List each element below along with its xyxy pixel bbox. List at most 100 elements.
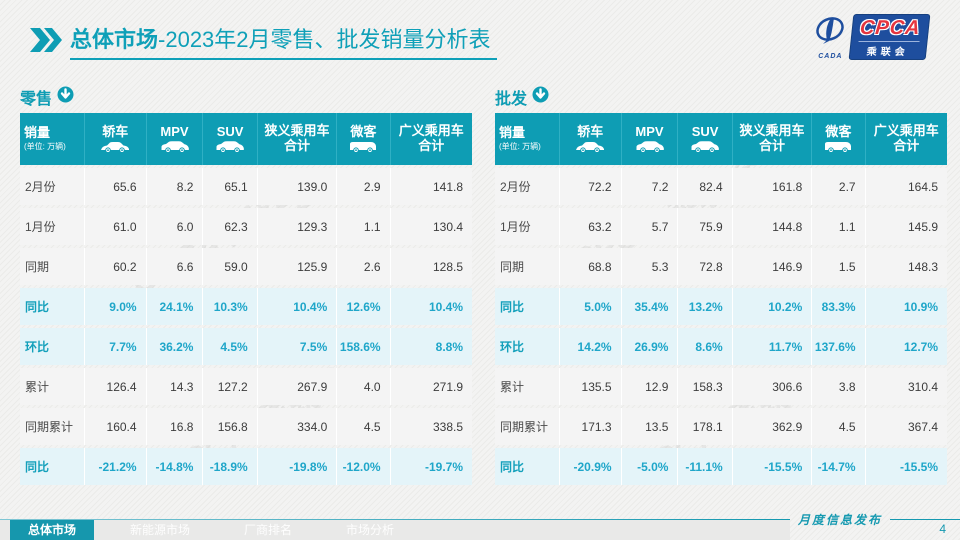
value-cell: -19.8% [257, 448, 338, 485]
suv-car-icon [691, 141, 719, 154]
value-cell: 4.5% [203, 328, 258, 365]
value-cell: 14.3 [146, 368, 204, 405]
value-cell: 12.6% [337, 288, 391, 325]
cpca-logo-chinese: 乘联会 [857, 41, 920, 58]
page-title-detail: -2023年2月零售、批发销量分析表 [158, 27, 491, 52]
column-header-微客: 微客 [812, 113, 866, 165]
footer-tab-active[interactable]: 总体市场 [10, 520, 95, 540]
value-cell: 13.5 [621, 408, 679, 445]
value-cell: -20.9% [560, 448, 622, 485]
value-cell: 135.5 [560, 368, 622, 405]
table-row: 同期累计 160.4 16.8 156.8 334.0 4.5 338.5 [20, 408, 472, 445]
row-label: 环比 [495, 328, 561, 365]
value-cell: 60.2 [85, 248, 147, 285]
cpca-logo: CADA CPCA 乘联会 [813, 14, 931, 60]
value-cell: -5.0% [621, 448, 679, 485]
tables-region: 零售 销量 (单位: 万辆) 轿车 MPV SUV 狭义乘用车 合计 微客 广义乘用车 合计 2月份… [20, 86, 947, 488]
value-cell: 24.1% [146, 288, 204, 325]
value-cell: 13.2% [678, 288, 733, 325]
value-cell: 61.0 [85, 208, 147, 245]
value-cell: 125.9 [257, 248, 338, 285]
circle-down-arrow-icon [532, 86, 549, 108]
column-header-suv: SUV [203, 113, 258, 165]
value-cell: 1.5 [812, 248, 866, 285]
value-cell: -14.8% [146, 448, 204, 485]
row-label: 累计 [20, 368, 86, 405]
mpv-car-icon [636, 141, 664, 154]
value-cell: 3.8 [812, 368, 866, 405]
column-header-sales-unit: 销量 (单位: 万辆) [20, 113, 86, 165]
value-cell: 148.3 [865, 248, 947, 285]
circle-down-arrow-icon [57, 86, 74, 108]
table-row: 同期 60.2 6.6 59.0 125.9 2.6 128.5 [20, 248, 472, 285]
value-cell: 141.8 [390, 168, 472, 205]
table-row: 同比 5.0% 35.4% 13.2% 10.2% 83.3% 10.9% [495, 288, 947, 325]
value-cell: 164.5 [865, 168, 947, 205]
value-cell: 271.9 [390, 368, 472, 405]
footer-tab-inactive[interactable]: 厂商排名 [244, 523, 293, 537]
table-row: 同比 -21.2% -14.8% -18.9% -19.8% -12.0% -19.7% [20, 448, 472, 485]
value-cell: 158.6% [337, 328, 391, 365]
value-cell: 2.6 [337, 248, 391, 285]
sedan-car-icon [576, 142, 605, 154]
value-cell: 158.3 [678, 368, 733, 405]
value-cell: 130.4 [390, 208, 472, 245]
slide-header: 总体市场-2023年2月零售、批发销量分析表 CADA CPCA 乘联会 [28, 14, 940, 60]
value-cell: 129.3 [257, 208, 338, 245]
value-cell: 83.3% [812, 288, 866, 325]
value-cell: 146.9 [732, 248, 813, 285]
value-cell: 16.8 [146, 408, 204, 445]
column-header-sales-unit: 销量 (单位: 万辆) [495, 113, 561, 165]
value-cell: 310.4 [865, 368, 947, 405]
table-row: 同期 68.8 5.3 72.8 146.9 1.5 148.3 [495, 248, 947, 285]
minivan-icon [350, 142, 377, 154]
value-cell: 9.0% [85, 288, 147, 325]
page-title: 总体市场-2023年2月零售、批发销量分析表 [70, 22, 497, 60]
value-cell: 144.8 [732, 208, 813, 245]
value-cell: -19.7% [390, 448, 472, 485]
cpca-logo-box: CPCA 乘联会 [848, 14, 931, 60]
value-cell: 156.8 [203, 408, 258, 445]
row-label: 同期累计 [20, 408, 86, 445]
row-label: 同期累计 [495, 408, 561, 445]
sedan-car-icon [101, 142, 130, 154]
value-cell: 75.9 [678, 208, 733, 245]
value-cell: 367.4 [865, 408, 947, 445]
value-cell: -15.5% [732, 448, 813, 485]
table-row: 环比 14.2% 26.9% 8.6% 11.7% 137.6% 12.7% [495, 328, 947, 365]
value-cell: 4.5 [812, 408, 866, 445]
table-row: 1月份 61.0 6.0 62.3 129.3 1.1 130.4 [20, 208, 472, 245]
wholesale-caption: 批发 [495, 91, 528, 108]
footer-tab-inactive[interactable]: 市场分析 [346, 523, 395, 537]
cada-swoosh-icon: CADA [813, 14, 847, 60]
row-label: 2月份 [20, 168, 86, 205]
publish-label: 月度信息发布 [797, 513, 882, 527]
column-header-total: 狭义乘用车 合计 [732, 113, 813, 165]
footer-nav: 总体市场 新能源市场 厂商排名 市场分析 [0, 520, 790, 540]
value-cell: 126.4 [85, 368, 147, 405]
value-cell: 171.3 [560, 408, 622, 445]
wholesale-table-section: 批发 销量 (单位: 万辆) 轿车 MPV SUV 狭义乘用车 合计 微客 广义乘用车 合计 2月份… [495, 86, 947, 488]
value-cell: 11.7% [732, 328, 813, 365]
value-cell: -21.2% [85, 448, 147, 485]
value-cell: 72.2 [560, 168, 622, 205]
value-cell: 160.4 [85, 408, 147, 445]
row-label: 同期 [495, 248, 561, 285]
value-cell: 1.1 [337, 208, 391, 245]
column-header-轿车: 轿车 [560, 113, 622, 165]
value-cell: 72.8 [678, 248, 733, 285]
row-label: 同比 [20, 448, 86, 485]
value-cell: -18.9% [203, 448, 258, 485]
value-cell: 5.0% [560, 288, 622, 325]
footer-tab-inactive[interactable]: 新能源市场 [130, 523, 191, 537]
double-chevron-icon [28, 28, 62, 57]
row-label: 同比 [495, 448, 561, 485]
value-cell: 8.2 [146, 168, 204, 205]
value-cell: -12.0% [337, 448, 391, 485]
row-label: 累计 [495, 368, 561, 405]
value-cell: 63.2 [560, 208, 622, 245]
value-cell: 82.4 [678, 168, 733, 205]
value-cell: 12.9 [621, 368, 679, 405]
value-cell: 10.4% [390, 288, 472, 325]
value-cell: 128.5 [390, 248, 472, 285]
